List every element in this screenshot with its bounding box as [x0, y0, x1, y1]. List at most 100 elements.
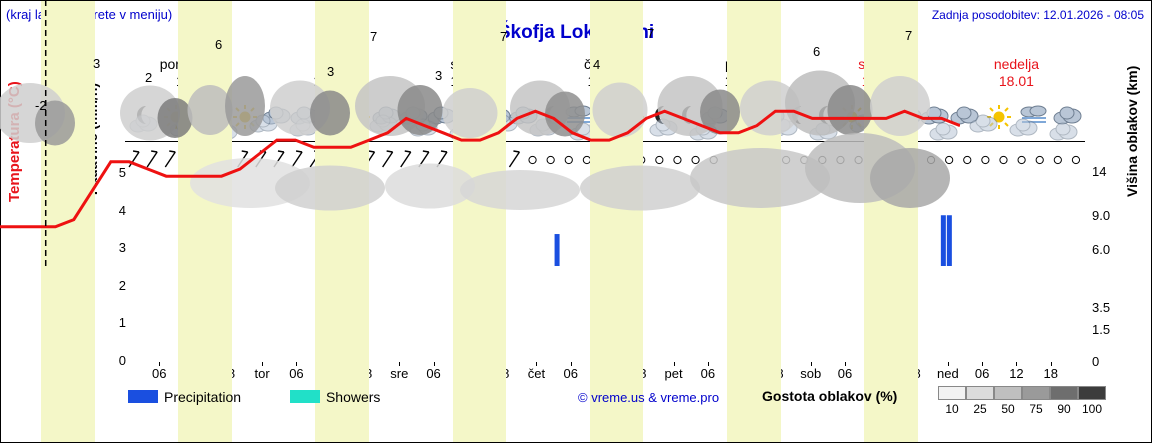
density-value: 50	[1001, 402, 1015, 416]
cloud-icon	[969, 112, 999, 139]
daylight-band-2	[315, 0, 370, 443]
x-tick-mark	[1050, 362, 1052, 366]
cloud-tick: 6.0	[1092, 242, 1111, 257]
cloud-tick: 1.5	[1092, 322, 1111, 337]
daylight-band-6	[864, 0, 918, 443]
x-tick-mark	[399, 362, 401, 366]
cloud-density-blob	[870, 148, 950, 208]
daylight-band-4	[589, 0, 644, 443]
cloud-icon	[1051, 104, 1085, 131]
temperature-value-label: 7	[370, 29, 378, 44]
density-value: 100	[1081, 402, 1103, 416]
temperature-value-label: 4	[593, 57, 601, 72]
showers-swatch	[289, 390, 320, 404]
cloud-density-blob	[442, 88, 498, 138]
x-tick-mark	[707, 362, 709, 366]
density-value: 10	[945, 402, 959, 416]
temperature-value-label: 6	[813, 44, 821, 59]
cloud-icon	[929, 120, 959, 147]
precip-tick: 2	[118, 277, 126, 293]
cloud-density-scale: 10 25 50 75 90 100	[938, 386, 1106, 416]
x-tick: 06	[426, 366, 441, 381]
daylight-band-3	[452, 0, 507, 443]
x-tick: 18	[1043, 366, 1058, 381]
cloud-tick: 3.5	[1092, 300, 1111, 315]
precipitation-swatch	[128, 390, 158, 404]
x-tick-mark	[845, 362, 846, 366]
cloud-density-blob	[397, 85, 443, 135]
x-tick-mark	[262, 362, 264, 366]
x-tick: 06	[563, 366, 578, 381]
sun-icon	[982, 104, 1016, 135]
x-tick-mark	[810, 362, 812, 366]
x-tick-mark	[947, 362, 949, 366]
precip-tick: 4	[118, 202, 126, 218]
x-tick: sre	[390, 366, 409, 381]
x-tick: 06	[152, 366, 167, 381]
cloud-tick: 14	[1092, 164, 1107, 179]
cloud-density-blob	[385, 163, 475, 209]
cloud-density-blob	[545, 91, 585, 137]
precipitation-bar	[940, 215, 946, 266]
cloud-density-blob	[460, 170, 580, 210]
temperature-value-label: 3	[93, 56, 101, 71]
day-date: 18.01	[998, 73, 1034, 89]
temperature-value-label: -2	[35, 98, 47, 113]
x-tick-mark	[570, 362, 572, 366]
x-tick: 06	[700, 366, 716, 381]
x-tick: sob	[800, 366, 822, 381]
cloud-density-blob	[827, 85, 873, 135]
x-tick-mark	[159, 362, 161, 366]
moon-icon	[646, 104, 673, 131]
cloud-density-blob	[580, 165, 700, 211]
last-update-text: Zadnja posodobitev: 12.01.2026 - 08:05	[931, 8, 1144, 22]
x-tick-mark	[673, 362, 675, 366]
temperature-value-label: 7	[500, 29, 508, 44]
cloud-density-blob	[275, 165, 385, 211]
daylight-band-1	[178, 0, 232, 443]
precipitation-bar	[946, 215, 952, 266]
density-value: 75	[1029, 402, 1043, 416]
cloud-tick: 0	[1092, 354, 1100, 369]
density-swatch	[938, 386, 966, 400]
x-tick-mark	[296, 362, 298, 366]
x-tick-mark	[1016, 362, 1018, 366]
x-tick-mark	[982, 362, 984, 366]
cloud-density-blob	[690, 148, 830, 208]
cloud-icon	[1009, 116, 1039, 143]
day-header-6: nedelja 18.01	[948, 56, 1085, 90]
density-value: 25	[973, 402, 987, 416]
precipitation-bar	[554, 234, 560, 266]
density-swatch	[1078, 386, 1106, 400]
temperature-value-label: 6	[215, 37, 223, 52]
cloud-icon	[1049, 120, 1079, 147]
day-name: nedelja	[993, 56, 1039, 72]
precip-tick: 1	[118, 315, 126, 331]
cloud-density-blob	[592, 82, 648, 138]
cloud-density-blob	[870, 76, 930, 136]
temperature-value-label: 7	[647, 26, 655, 41]
density-swatch	[1050, 386, 1078, 400]
temperature-value-label: 7	[905, 28, 913, 43]
x-tick-mark	[536, 362, 538, 366]
x-tick: 06	[837, 366, 853, 381]
x-tick-mark	[433, 362, 435, 366]
precip-tick: 0	[118, 353, 126, 368]
legend: Precipitation Showers	[128, 388, 1148, 416]
cloud-icon	[948, 104, 982, 131]
temperature-value-label: 3	[435, 68, 443, 83]
fog-icon	[1016, 104, 1050, 131]
x-tick: 12	[1009, 366, 1024, 381]
x-tick: 06	[974, 366, 990, 381]
temperature-value-label: 3	[327, 64, 335, 79]
x-tick: pet	[664, 366, 683, 381]
density-swatch	[994, 386, 1022, 400]
cloud-density-blob	[225, 76, 265, 136]
precipitation-legend-label: Precipitation	[164, 388, 242, 405]
graph-canvas	[0, 0, 960, 266]
temperature-value-label: 2	[145, 70, 153, 85]
density-swatch	[966, 386, 994, 400]
cloud-tick: 9.0	[1092, 208, 1111, 223]
density-value: 90	[1057, 402, 1071, 416]
cloud-density-blob	[740, 80, 800, 136]
